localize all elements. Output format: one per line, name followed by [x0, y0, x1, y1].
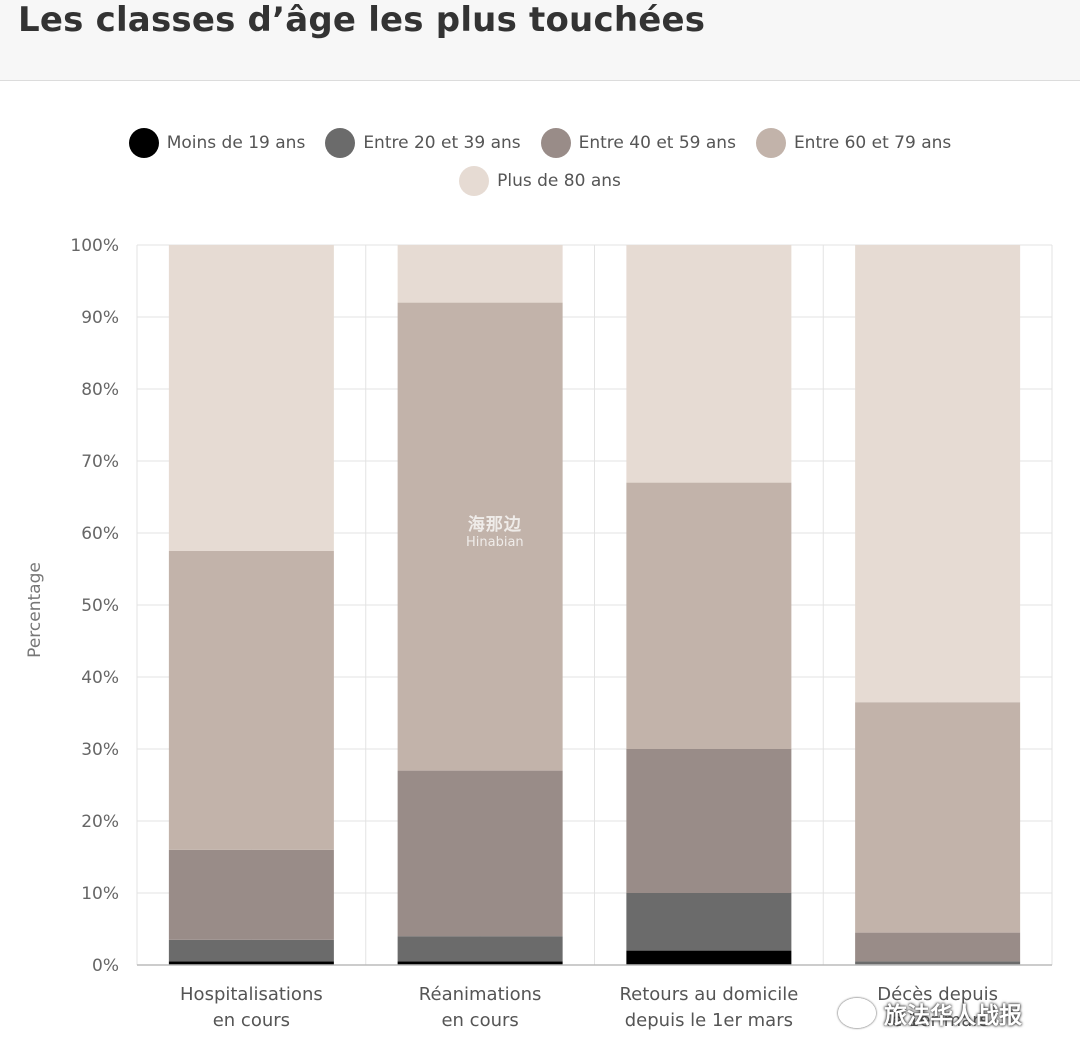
bar-segment — [626, 950, 792, 965]
bar-segment — [626, 893, 792, 951]
watermark-cn: 海那边 — [467, 515, 522, 535]
legend-label: Plus de 80 ans — [497, 171, 621, 191]
wechat-badge: 旅法华人战报 — [838, 996, 1022, 1030]
stacked-bar-chart: 0% 10% 20% 30% 40% 50% 60% 70% 80% 90% 100% Percent… — [25, 236, 1053, 1031]
y-tick-label: 40% — [81, 668, 119, 688]
bar-segment — [626, 482, 792, 749]
legend-swatch — [540, 128, 571, 158]
bar-segment — [397, 302, 563, 771]
legend-item-moins-19[interactable]: Moins de 19 ans — [128, 128, 306, 158]
x-tick-label: Retours au domicile — [619, 984, 798, 1005]
chart-legend: Moins de 19 ans Entre 20 et 39 ans Entre… — [0, 124, 1080, 200]
legend-item-40-59[interactable]: Entre 40 et 59 ans — [540, 128, 736, 158]
bar-segment — [168, 939, 334, 962]
bar-segment — [626, 749, 792, 893]
legend-swatch — [128, 128, 159, 158]
legend-swatch — [325, 128, 356, 158]
legend-item-80-plus[interactable]: Plus de 80 ans — [459, 166, 621, 196]
y-tick-label: 90% — [81, 308, 119, 328]
wechat-icon — [838, 998, 876, 1028]
bar-segment — [855, 961, 1021, 965]
watermark-en: Hinabian — [466, 535, 524, 550]
y-tick-label: 80% — [81, 380, 119, 400]
bar-segment — [397, 770, 563, 937]
y-tick-label: 70% — [81, 452, 119, 472]
legend-item-20-39[interactable]: Entre 20 et 39 ans — [325, 128, 521, 158]
bar-segment — [397, 961, 563, 965]
legend-swatch — [459, 166, 490, 196]
badge-text: 旅法华人战报 — [884, 1003, 1022, 1029]
bar-segment — [397, 245, 563, 303]
x-tick-label: Hospitalisations — [180, 984, 323, 1005]
legend-label: Moins de 19 ans — [166, 133, 306, 153]
legend-item-60-79[interactable]: Entre 60 et 79 ans — [755, 128, 952, 158]
bar-segment — [855, 702, 1021, 933]
bar-segment — [168, 245, 334, 551]
y-tick-label: 100% — [70, 236, 119, 256]
legend-swatch — [755, 128, 786, 158]
y-tick-label: 60% — [81, 524, 119, 544]
y-tick-label: 0% — [92, 956, 119, 976]
legend-label: Entre 20 et 39 ans — [363, 133, 521, 153]
title-bar: Les classes d’âge les plus touchées — [0, 0, 1080, 81]
chart-title: Les classes d’âge les plus touchées — [18, 0, 706, 40]
bar-segment — [168, 551, 334, 850]
y-tick-label: 10% — [81, 884, 119, 904]
bar-segment — [168, 849, 334, 940]
bar-segment — [397, 936, 563, 962]
x-tick-label: en cours — [213, 1010, 290, 1031]
y-tick-label: 20% — [81, 812, 119, 832]
legend-row-2: Plus de 80 ans — [0, 162, 1080, 200]
x-tick-label: le 1er mars — [886, 1010, 989, 1031]
legend-row-1: Moins de 19 ans Entre 20 et 39 ans Entre… — [0, 124, 1080, 162]
legend-label: Entre 60 et 79 ans — [793, 133, 952, 153]
legend-label: Entre 40 et 59 ans — [578, 133, 736, 153]
x-tick-label: Décès depuis — [877, 984, 998, 1005]
y-axis-title: Percentage — [25, 562, 45, 658]
watermark: 海那边 Hinabian — [466, 510, 524, 550]
bar-segment — [626, 245, 792, 483]
bar-segment — [855, 245, 1021, 703]
x-tick-label: depuis le 1er mars — [625, 1010, 793, 1031]
y-tick-label: 30% — [81, 740, 119, 760]
bar-segment — [855, 932, 1021, 962]
x-tick-label: en cours — [441, 1010, 518, 1031]
y-tick-label: 50% — [81, 596, 119, 616]
bar-segment — [168, 961, 334, 965]
x-tick-label: Réanimations — [419, 984, 542, 1005]
